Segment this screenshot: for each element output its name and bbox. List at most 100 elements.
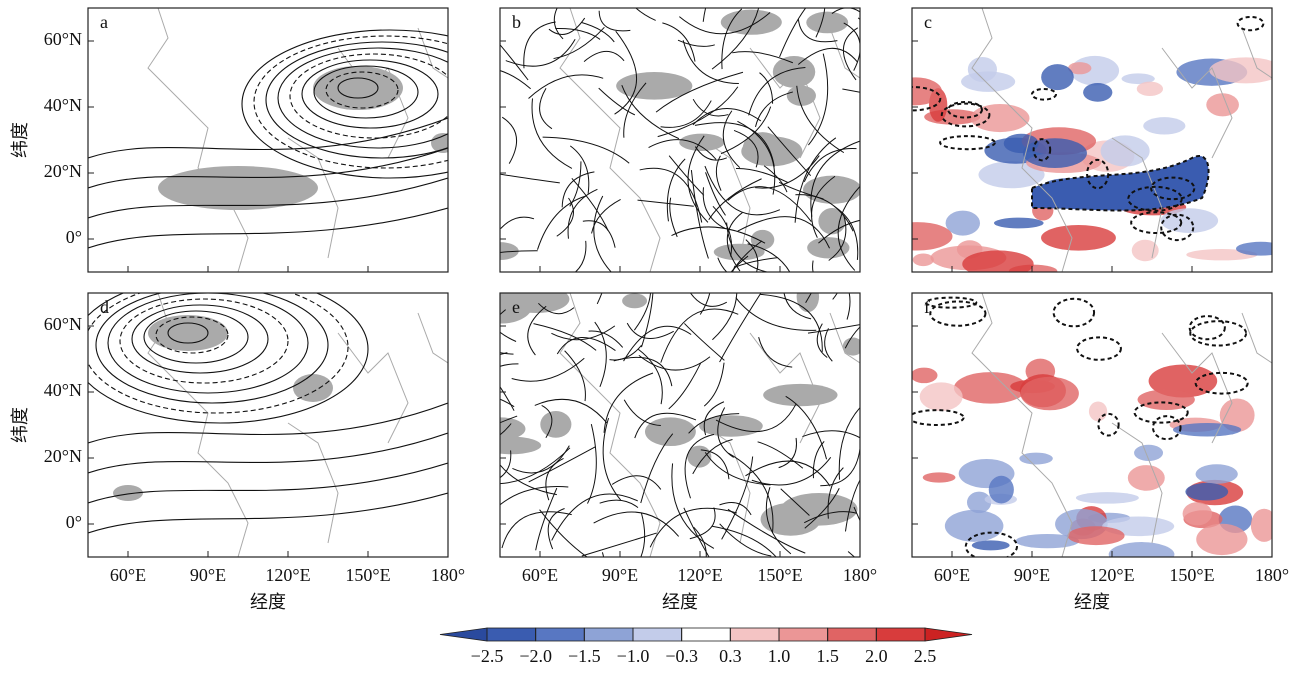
streamline — [693, 526, 707, 557]
streamline — [500, 385, 515, 411]
shading — [1108, 542, 1175, 557]
contour — [155, 316, 229, 354]
shading — [1019, 452, 1053, 465]
panel-label: b — [512, 12, 521, 32]
colorbar-segment — [632, 627, 683, 642]
streamline — [719, 502, 752, 516]
contour — [924, 296, 978, 309]
shading — [500, 417, 526, 441]
x-tick-label: 120°E — [677, 565, 722, 585]
y-tick-label: 0° — [66, 227, 82, 247]
streamline — [500, 331, 517, 342]
streamline — [842, 27, 859, 81]
streamline — [731, 240, 763, 272]
streamline — [671, 463, 715, 549]
map-panel — [500, 293, 860, 557]
streamline — [794, 137, 837, 223]
streamline — [735, 167, 789, 184]
shading — [1236, 241, 1272, 256]
colorbar-tick-label: −2.0 — [519, 646, 552, 666]
streamline — [640, 512, 646, 557]
streamline — [639, 167, 703, 223]
contour — [301, 59, 439, 129]
streamline — [621, 85, 680, 140]
streamline — [668, 155, 705, 196]
colorbar-tick-label: 0.3 — [719, 646, 742, 666]
shading — [1182, 502, 1213, 526]
streamline — [712, 205, 733, 257]
streamline — [581, 532, 657, 557]
streamline — [684, 323, 725, 361]
streamline — [603, 372, 654, 433]
streamline — [500, 363, 519, 367]
streamline — [609, 344, 642, 361]
shading — [713, 243, 765, 261]
streamline — [831, 8, 860, 14]
streamline — [704, 452, 771, 486]
streamline — [797, 47, 858, 65]
streamline — [715, 155, 722, 191]
streamline — [501, 116, 518, 164]
streamline — [662, 22, 696, 62]
shading — [1196, 523, 1248, 556]
streamline — [810, 140, 860, 217]
streamline — [564, 350, 586, 402]
streamline — [783, 293, 812, 320]
shading — [1041, 225, 1116, 251]
shading — [966, 491, 992, 514]
contour — [1188, 315, 1226, 341]
contour — [88, 147, 448, 189]
streamline — [528, 446, 596, 483]
x-tick-label: 150°E — [345, 565, 390, 585]
x-tick-label: 180° — [843, 565, 877, 585]
x-tick-label: 150°E — [1169, 565, 1214, 585]
shading — [796, 293, 820, 313]
x-tick-label: 90°E — [1014, 565, 1050, 585]
shading — [687, 445, 712, 468]
shading — [962, 250, 1034, 272]
streamline — [715, 404, 797, 433]
streamline — [511, 357, 585, 382]
streamline — [527, 305, 547, 356]
y-axis-label: 纬度 — [10, 122, 30, 158]
contour — [1097, 412, 1120, 437]
streamline — [635, 8, 656, 21]
streamline — [804, 511, 857, 524]
contour — [1030, 87, 1058, 101]
streamline — [542, 136, 630, 164]
contour — [1160, 213, 1195, 242]
map-panel — [88, 293, 448, 557]
contour — [88, 462, 448, 504]
streamline — [553, 8, 564, 40]
colorbar-segment — [583, 627, 634, 642]
shading — [919, 382, 963, 411]
streamline — [694, 146, 728, 161]
contour — [929, 300, 987, 327]
shading — [113, 485, 143, 501]
shading — [842, 337, 860, 356]
x-tick-label: 60°E — [934, 565, 970, 585]
streamline — [699, 293, 711, 315]
streamline — [763, 165, 788, 193]
streamline — [802, 430, 860, 439]
streamline — [523, 21, 556, 69]
streamline — [556, 337, 616, 355]
contour — [1194, 371, 1249, 395]
streamline — [679, 12, 771, 35]
streamline — [808, 53, 829, 146]
streamline — [637, 348, 663, 405]
streamline — [690, 170, 709, 259]
streamline — [712, 293, 738, 341]
streamline — [733, 129, 759, 168]
shading — [970, 104, 1030, 133]
contour — [325, 71, 399, 109]
streamline — [505, 38, 576, 67]
streamline — [796, 85, 845, 154]
streamline — [795, 194, 854, 232]
contour — [241, 29, 448, 179]
streamline — [531, 98, 573, 169]
streamline — [803, 148, 857, 183]
shading — [1020, 376, 1079, 411]
